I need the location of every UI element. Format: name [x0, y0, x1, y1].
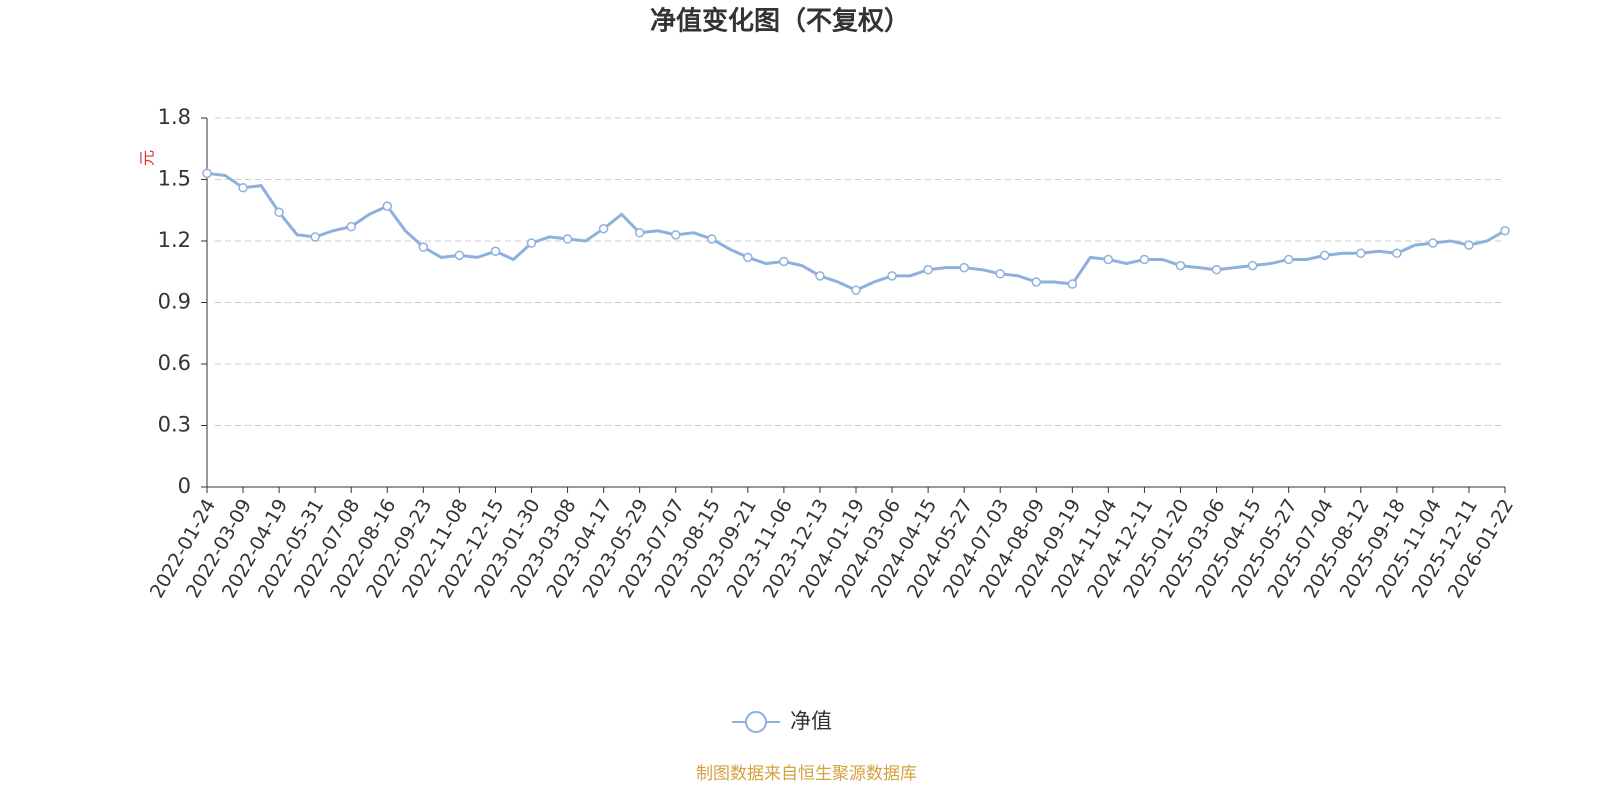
- point: [1031, 277, 1042, 287]
- point: [310, 232, 320, 242]
- y-tick-label: 0.6: [158, 351, 191, 375]
- point: [1103, 254, 1114, 265]
- y-axis-label: 元: [138, 150, 157, 166]
- point: [454, 250, 465, 261]
- point: [1247, 260, 1258, 271]
- point: [346, 221, 356, 232]
- y-tick-label: 0: [178, 474, 191, 498]
- point: [959, 262, 969, 273]
- point: [1175, 260, 1186, 271]
- point: [418, 242, 429, 252]
- point: [779, 256, 789, 267]
- point: [1319, 250, 1330, 261]
- point: [1067, 279, 1078, 289]
- point: [238, 182, 248, 193]
- point: [1464, 240, 1474, 250]
- legend-marker: [745, 711, 767, 733]
- point: [670, 230, 681, 240]
- point: [923, 264, 933, 275]
- point: [526, 238, 537, 248]
- point: [743, 252, 753, 263]
- point: [382, 201, 393, 211]
- y-tick-label: 1.2: [158, 228, 191, 252]
- point: [995, 269, 1005, 279]
- point: [202, 168, 212, 179]
- point: [562, 234, 573, 244]
- chart-title: 净值变化图（不复权）: [650, 6, 910, 37]
- point: [815, 271, 825, 281]
- point: [1428, 238, 1438, 248]
- point: [707, 234, 717, 244]
- point: [490, 246, 501, 256]
- point: [1139, 254, 1150, 265]
- point: [851, 285, 861, 295]
- line: [206, 171, 1506, 292]
- point: [1500, 226, 1510, 236]
- point: [1211, 264, 1222, 275]
- point: [274, 207, 284, 218]
- y-tick-label: 0.9: [158, 290, 191, 314]
- y-tick-label: 1.5: [158, 167, 191, 191]
- y-tick-label: 1.8: [158, 105, 191, 129]
- point: [1283, 254, 1294, 265]
- source-note: 制图数据来自恒生聚源数据库: [696, 764, 917, 784]
- legend-label: 净值: [790, 709, 832, 733]
- point: [598, 223, 609, 234]
- point: [634, 228, 645, 238]
- point: [887, 271, 897, 281]
- y-tick-label: 0.3: [158, 413, 191, 437]
- point: [1392, 248, 1402, 259]
- point: [1356, 248, 1366, 259]
